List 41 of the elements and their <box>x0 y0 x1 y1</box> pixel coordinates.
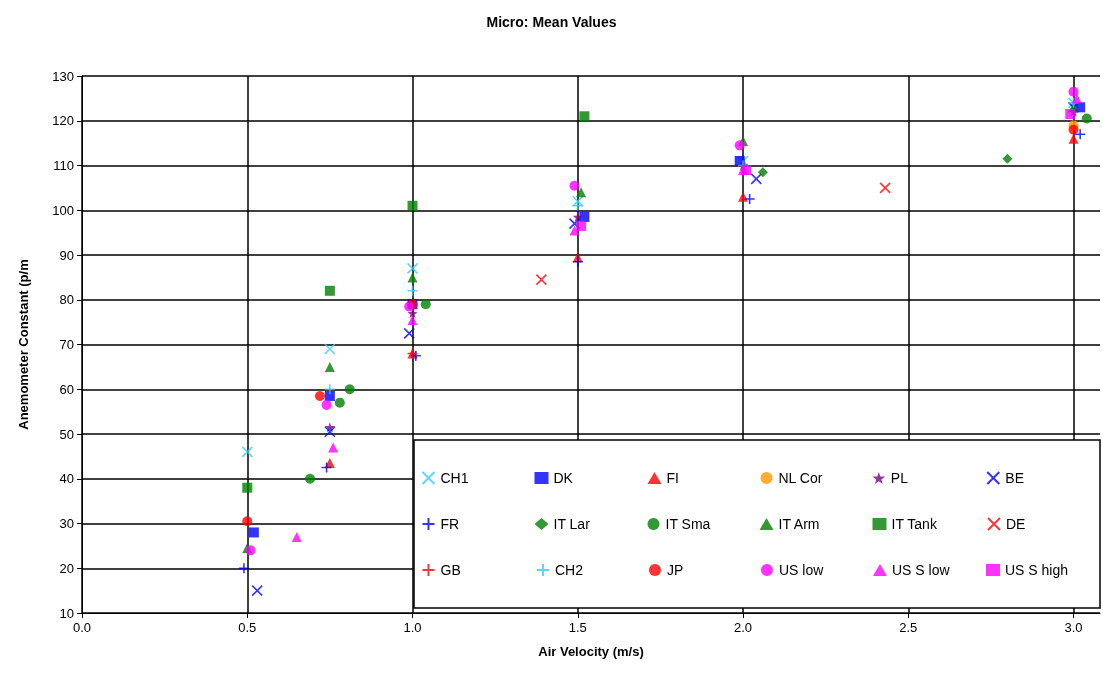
legend-label: FR <box>440 516 460 532</box>
legend-label: FI <box>666 470 679 486</box>
x-tick-label: 2.0 <box>734 620 753 635</box>
y-tick-label: 50 <box>59 426 74 442</box>
legend-label: US low <box>779 562 825 578</box>
x-tick-label: 0.0 <box>72 620 92 635</box>
x-tick-label: 1.0 <box>403 620 422 635</box>
y-tick-label: 80 <box>59 292 74 308</box>
x-tick-label: 1.5 <box>568 620 587 635</box>
chart-title: Micro: Mean Values <box>486 14 617 30</box>
y-tick-label: 70 <box>59 337 74 352</box>
y-tick-label: 30 <box>59 516 74 531</box>
y-tick-label: 120 <box>52 113 74 129</box>
y-tick-label: 90 <box>59 247 74 263</box>
y-axis-title: Anemometer Constant (p/m <box>16 259 31 430</box>
x-tick-label: 0.5 <box>238 620 257 635</box>
x-axis-title: Air Velocity (m/s) <box>538 644 644 659</box>
legend-label: IT Tank <box>891 516 938 532</box>
legend-label: NL Cor <box>778 470 823 486</box>
legend-label: DK <box>553 470 574 486</box>
legend-label: PL <box>890 470 909 486</box>
y-tick-label: 110 <box>53 158 74 173</box>
legend-label: JP <box>667 562 684 578</box>
legend-label: IT Lar <box>553 516 591 532</box>
y-tick-label: 60 <box>59 381 74 397</box>
legend-label: US S high <box>1005 562 1069 578</box>
y-tick-label: 20 <box>59 560 74 576</box>
legend-label: DE <box>1006 516 1026 532</box>
legend-label: CH2 <box>555 562 584 578</box>
y-tick-label: 40 <box>59 471 74 487</box>
y-tick-label: 130 <box>52 68 74 84</box>
legend-label: IT Arm <box>778 516 820 532</box>
x-tick-label: 2.5 <box>899 620 918 635</box>
legend-label: CH1 <box>440 470 469 486</box>
legend-label: BE <box>1005 470 1024 486</box>
legend-label: GB <box>440 562 461 578</box>
y-tick-label: 10 <box>59 605 74 621</box>
legend-label: IT Sma <box>665 516 711 532</box>
y-tick-label: 100 <box>52 202 74 218</box>
x-tick-label: 3.0 <box>1064 620 1083 635</box>
legend-label: US S low <box>892 562 951 578</box>
